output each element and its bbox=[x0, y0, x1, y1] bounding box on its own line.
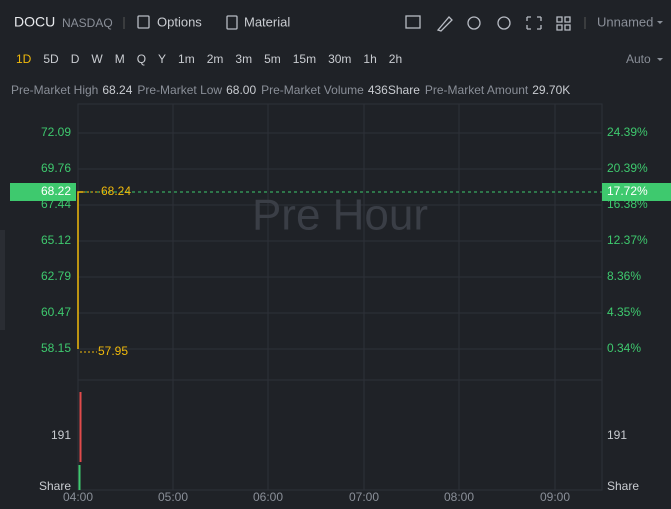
toolbar-icons bbox=[405, 15, 586, 32]
timeframe-button[interactable]: 1D bbox=[16, 52, 32, 66]
timeframe-bar: 1D 5D D W M Q Y 1m 2m 3m 5m 15m 30m 1h 2h bbox=[16, 52, 402, 66]
current-percent-tag bbox=[602, 183, 671, 201]
timeframe-button[interactable]: Y bbox=[158, 52, 166, 66]
timeframe-button[interactable]: 1h bbox=[363, 52, 376, 66]
info-value: 29.70K bbox=[532, 83, 570, 97]
info-value: 436Share bbox=[368, 83, 420, 97]
volume-unit: Share bbox=[607, 479, 639, 493]
timeframe-button[interactable]: 5D bbox=[43, 52, 59, 66]
timeframe-button[interactable]: 5m bbox=[264, 52, 281, 66]
indicator-icon[interactable] bbox=[405, 15, 421, 29]
price-tick-label: 58.15 bbox=[41, 341, 71, 355]
fullscreen-icon[interactable] bbox=[526, 16, 542, 30]
percent-tick-label: 0.34% bbox=[607, 341, 641, 355]
price-tick-label: 62.79 bbox=[41, 269, 71, 283]
timeframe-button[interactable]: 2h bbox=[389, 52, 402, 66]
volume-tick-label: 191 bbox=[51, 428, 71, 442]
material-icon bbox=[226, 15, 238, 30]
low-label: 57.95 bbox=[98, 344, 128, 358]
info-label: Pre-Market Volume bbox=[261, 83, 364, 97]
timeframe-button[interactable]: 2m bbox=[207, 52, 224, 66]
time-tick-label: 07:00 bbox=[349, 490, 379, 504]
time-tick-label: 05:00 bbox=[158, 490, 188, 504]
time-tick-label: 09:00 bbox=[540, 490, 570, 504]
price-tick-label: 69.76 bbox=[41, 161, 71, 175]
draw-icon[interactable] bbox=[436, 16, 453, 32]
price-tick-label: 72.09 bbox=[41, 125, 71, 139]
info-value: 68.00 bbox=[226, 83, 256, 97]
percent-tick-label: 24.39% bbox=[607, 125, 648, 139]
current-price-tag bbox=[10, 183, 76, 201]
timeframe-button[interactable]: 15m bbox=[293, 52, 316, 66]
price-tick-label: 60.47 bbox=[41, 305, 71, 319]
settings-icon[interactable] bbox=[497, 16, 511, 30]
volume-bar bbox=[78, 465, 81, 490]
reset-icon[interactable] bbox=[467, 16, 481, 30]
current-percent: 17.72% bbox=[607, 184, 648, 198]
side-handle[interactable] bbox=[0, 230, 5, 330]
info-label: Pre-Market Amount bbox=[425, 83, 529, 97]
timeframe-button[interactable]: Q bbox=[137, 52, 146, 66]
timeframe-button[interactable]: D bbox=[71, 52, 80, 66]
time-tick-label: 04:00 bbox=[63, 490, 93, 504]
info-row: Pre-Market High 68.24 Pre-Market Low 68.00 P… bbox=[11, 83, 570, 97]
percent-tick-label: 20.39% bbox=[607, 161, 648, 175]
timeframe-button[interactable]: W bbox=[91, 52, 103, 66]
chart-area: 72.09 24.39%69.76 20.39%67.44 16.38%65.12 12… bbox=[0, 103, 671, 504]
volume-bar bbox=[79, 392, 82, 462]
dropdown-arrow bbox=[657, 21, 663, 24]
material-button[interactable]: Material bbox=[244, 14, 290, 29]
price-line bbox=[77, 191, 83, 349]
exchange: NASDAQ bbox=[62, 16, 113, 30]
layout-name[interactable]: Unnamed bbox=[597, 14, 653, 29]
current-price: 68.22 bbox=[41, 184, 71, 198]
timeframe-button[interactable]: 3m bbox=[235, 52, 252, 66]
high-label: 68.24 bbox=[101, 184, 131, 198]
watermark: Pre Hour bbox=[252, 191, 428, 240]
dropdown-arrow bbox=[657, 58, 663, 61]
timeframe-button[interactable]: 1m bbox=[178, 52, 195, 66]
volume-tick-label: 191 bbox=[607, 428, 627, 442]
scale-mode[interactable]: Auto bbox=[626, 52, 651, 66]
percent-tick-label: 4.35% bbox=[607, 305, 641, 319]
options-button[interactable]: Options bbox=[157, 14, 202, 29]
info-label: Pre-Market Low bbox=[137, 83, 222, 97]
percent-tick-label: 12.37% bbox=[607, 233, 648, 247]
info-value: 68.24 bbox=[102, 83, 132, 97]
price-tick-label: 65.12 bbox=[41, 233, 71, 247]
info-label: Pre-Market High bbox=[11, 83, 98, 97]
timeframe-button[interactable]: 30m bbox=[328, 52, 351, 66]
time-tick-label: 08:00 bbox=[444, 490, 474, 504]
layout-icon[interactable] bbox=[556, 16, 571, 31]
percent-tick-label: 8.36% bbox=[607, 269, 641, 283]
timeframe-button[interactable]: M bbox=[115, 52, 125, 66]
time-tick-label: 06:00 bbox=[253, 490, 283, 504]
volume-unit: Share bbox=[39, 479, 71, 493]
symbol: DOCU bbox=[14, 14, 55, 30]
options-icon bbox=[137, 15, 150, 29]
